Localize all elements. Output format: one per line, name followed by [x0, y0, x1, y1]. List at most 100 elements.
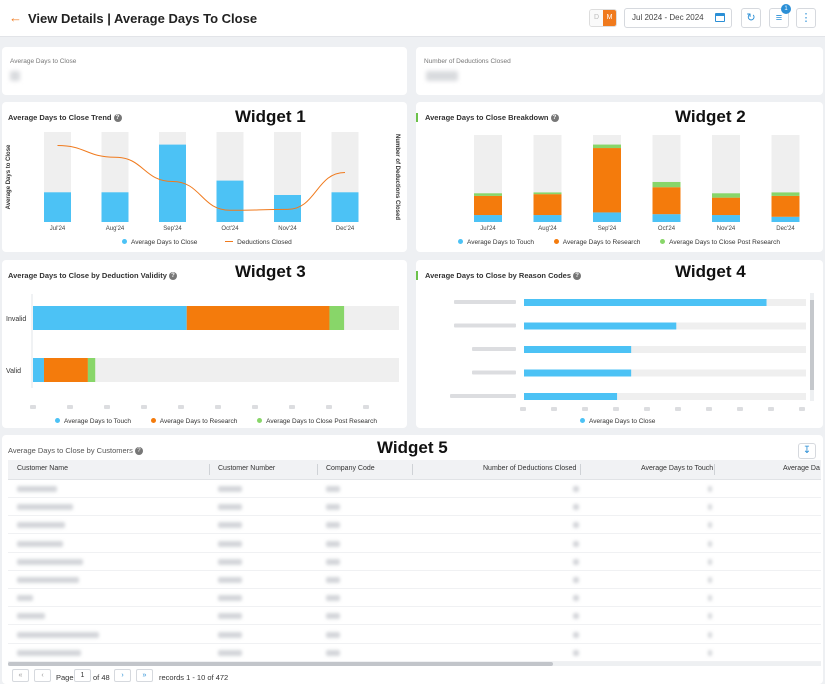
legend-label: Deductions Closed [237, 239, 292, 246]
bar-segment-research [712, 197, 740, 216]
records-summary: records 1 - 10 of 472 [159, 673, 229, 682]
view-toggle-day[interactable]: D [590, 10, 603, 26]
x-tick-label-redacted [363, 405, 369, 409]
bar-segment-touch [652, 214, 681, 222]
help-icon[interactable]: ? [113, 114, 122, 123]
column-header-customer-number[interactable]: Customer Number [218, 465, 276, 472]
cell-value-redacted [573, 595, 579, 602]
legend-swatch [553, 239, 559, 244]
more-options-button[interactable]: ⋮ [796, 8, 816, 28]
table-row[interactable] [8, 480, 821, 498]
filter-icon: ≡ [775, 12, 783, 24]
table-row[interactable] [8, 516, 821, 535]
legend-label: Average Days to Research [159, 418, 238, 425]
x-tick-label: Aug'24 [538, 226, 557, 232]
next-page-button[interactable]: › [114, 669, 131, 682]
date-range-picker[interactable]: Jul 2024 - Dec 2024 [624, 8, 732, 28]
bar-average-days-to-close [44, 192, 71, 222]
cell-value-redacted [708, 577, 712, 583]
back-arrow-icon[interactable]: ← [9, 10, 22, 25]
cell-value-redacted [708, 631, 712, 638]
help-icon[interactable]: ? [168, 272, 177, 281]
cell-value-redacted [573, 613, 579, 620]
kebab-menu-icon: ⋮ [800, 12, 812, 24]
cell-value-redacted [708, 522, 712, 529]
table-row[interactable] [8, 498, 821, 517]
help-icon[interactable]: ? [573, 272, 582, 281]
table-row[interactable] [8, 571, 821, 589]
cell-value-redacted [218, 613, 242, 620]
x-tick-label-redacted [289, 405, 295, 409]
column-header-customer-name[interactable]: Customer Name [17, 465, 68, 472]
bar-average-days-to-close [101, 192, 129, 222]
x-tick-label-redacted [67, 405, 73, 409]
last-page-button[interactable]: » [136, 669, 153, 682]
chart-scrollbar-thumb[interactable] [810, 300, 814, 390]
kpi-label: Average Days to Close [10, 58, 77, 65]
download-button[interactable]: ↧ [798, 443, 816, 459]
cell-value-redacted [17, 595, 33, 602]
x-tick-label: Nov'24 [278, 226, 297, 232]
bar-segment-post-research [87, 358, 96, 382]
cell-value-redacted [17, 558, 83, 565]
column-header-avg-days-touch[interactable]: Average Days to Touch [641, 465, 714, 472]
cell-value-redacted [573, 522, 579, 529]
first-page-button[interactable]: « [12, 669, 29, 682]
refresh-button[interactable]: ↻ [741, 8, 761, 28]
x-tick-label-redacted [706, 407, 712, 411]
table-row[interactable] [8, 644, 821, 662]
x-tick-label-redacted [737, 407, 743, 411]
kpi-card-deductions-closed: Number of Deductions Closed [416, 47, 823, 95]
cell-value-redacted [708, 595, 712, 602]
download-icon: ↧ [802, 445, 812, 456]
help-icon[interactable]: ? [134, 447, 143, 456]
table-row[interactable] [8, 589, 821, 608]
prev-page-button[interactable]: ‹ [34, 669, 51, 682]
help-icon[interactable]: ? [550, 114, 559, 123]
view-toggle[interactable]: D M [589, 9, 617, 27]
widget-annotation: Widget 3 [235, 262, 306, 281]
view-toggle-month[interactable]: M [603, 10, 616, 26]
cell-value-redacted [17, 649, 81, 656]
page-number-input[interactable]: 1 [74, 669, 91, 682]
bar-segment-touch [593, 212, 621, 222]
validity-chart: Invalid Valid [6, 294, 399, 409]
column-header-deductions-closed[interactable]: Number of Deductions Closed [483, 465, 577, 472]
cell-value-redacted [326, 613, 340, 620]
legend-swatch [122, 239, 127, 244]
bar-segment-research [652, 187, 681, 215]
cell-value-redacted [218, 649, 242, 656]
widget-annotation: Widget 2 [675, 107, 746, 126]
filter-count-badge: 1 [781, 4, 791, 14]
kpi-value-redacted [426, 71, 458, 81]
table-row[interactable] [8, 607, 821, 626]
widget-title: Average Days to Close Trend? [8, 113, 122, 123]
table-row[interactable] [8, 626, 821, 644]
x-tick-label-redacted [326, 405, 332, 409]
column-header-avg-days-truncated[interactable]: Average Da [783, 465, 820, 472]
cell-value-redacted [573, 486, 579, 492]
cell-value-redacted [326, 595, 340, 602]
legend-swatch [55, 418, 60, 423]
x-tick-label: Oct'24 [221, 226, 239, 232]
bar-average-days-to-close [159, 144, 186, 222]
legend-swatch [580, 418, 585, 423]
y-tick-label: Invalid [6, 316, 26, 323]
kpi-card-average-days: Average Days to Close [2, 47, 407, 95]
table-row[interactable] [8, 535, 821, 553]
cell-value-redacted [326, 558, 340, 565]
legend-label: Average Days to Touch [64, 418, 131, 425]
breakdown-chart: Jul'24 Aug'24 Sep'24 Oct'24 Nov'24 Dec'24 [474, 135, 800, 232]
bar-segment-post-research [652, 181, 681, 188]
cell-value-redacted [573, 577, 579, 583]
widget-title: Average Days to Close Breakdown? [425, 113, 559, 123]
filter-button[interactable]: ≡ 1 [769, 4, 791, 28]
cell-value-redacted [326, 504, 340, 511]
table-row[interactable] [8, 553, 821, 571]
table-horizontal-scrollbar[interactable] [8, 662, 821, 666]
column-header-company-code[interactable]: Company Code [326, 465, 375, 472]
refresh-icon: ↻ [746, 12, 756, 24]
bar-segment-touch [33, 358, 44, 382]
bar-average-days-to-close [524, 346, 632, 353]
scrollbar-thumb[interactable] [8, 662, 553, 666]
